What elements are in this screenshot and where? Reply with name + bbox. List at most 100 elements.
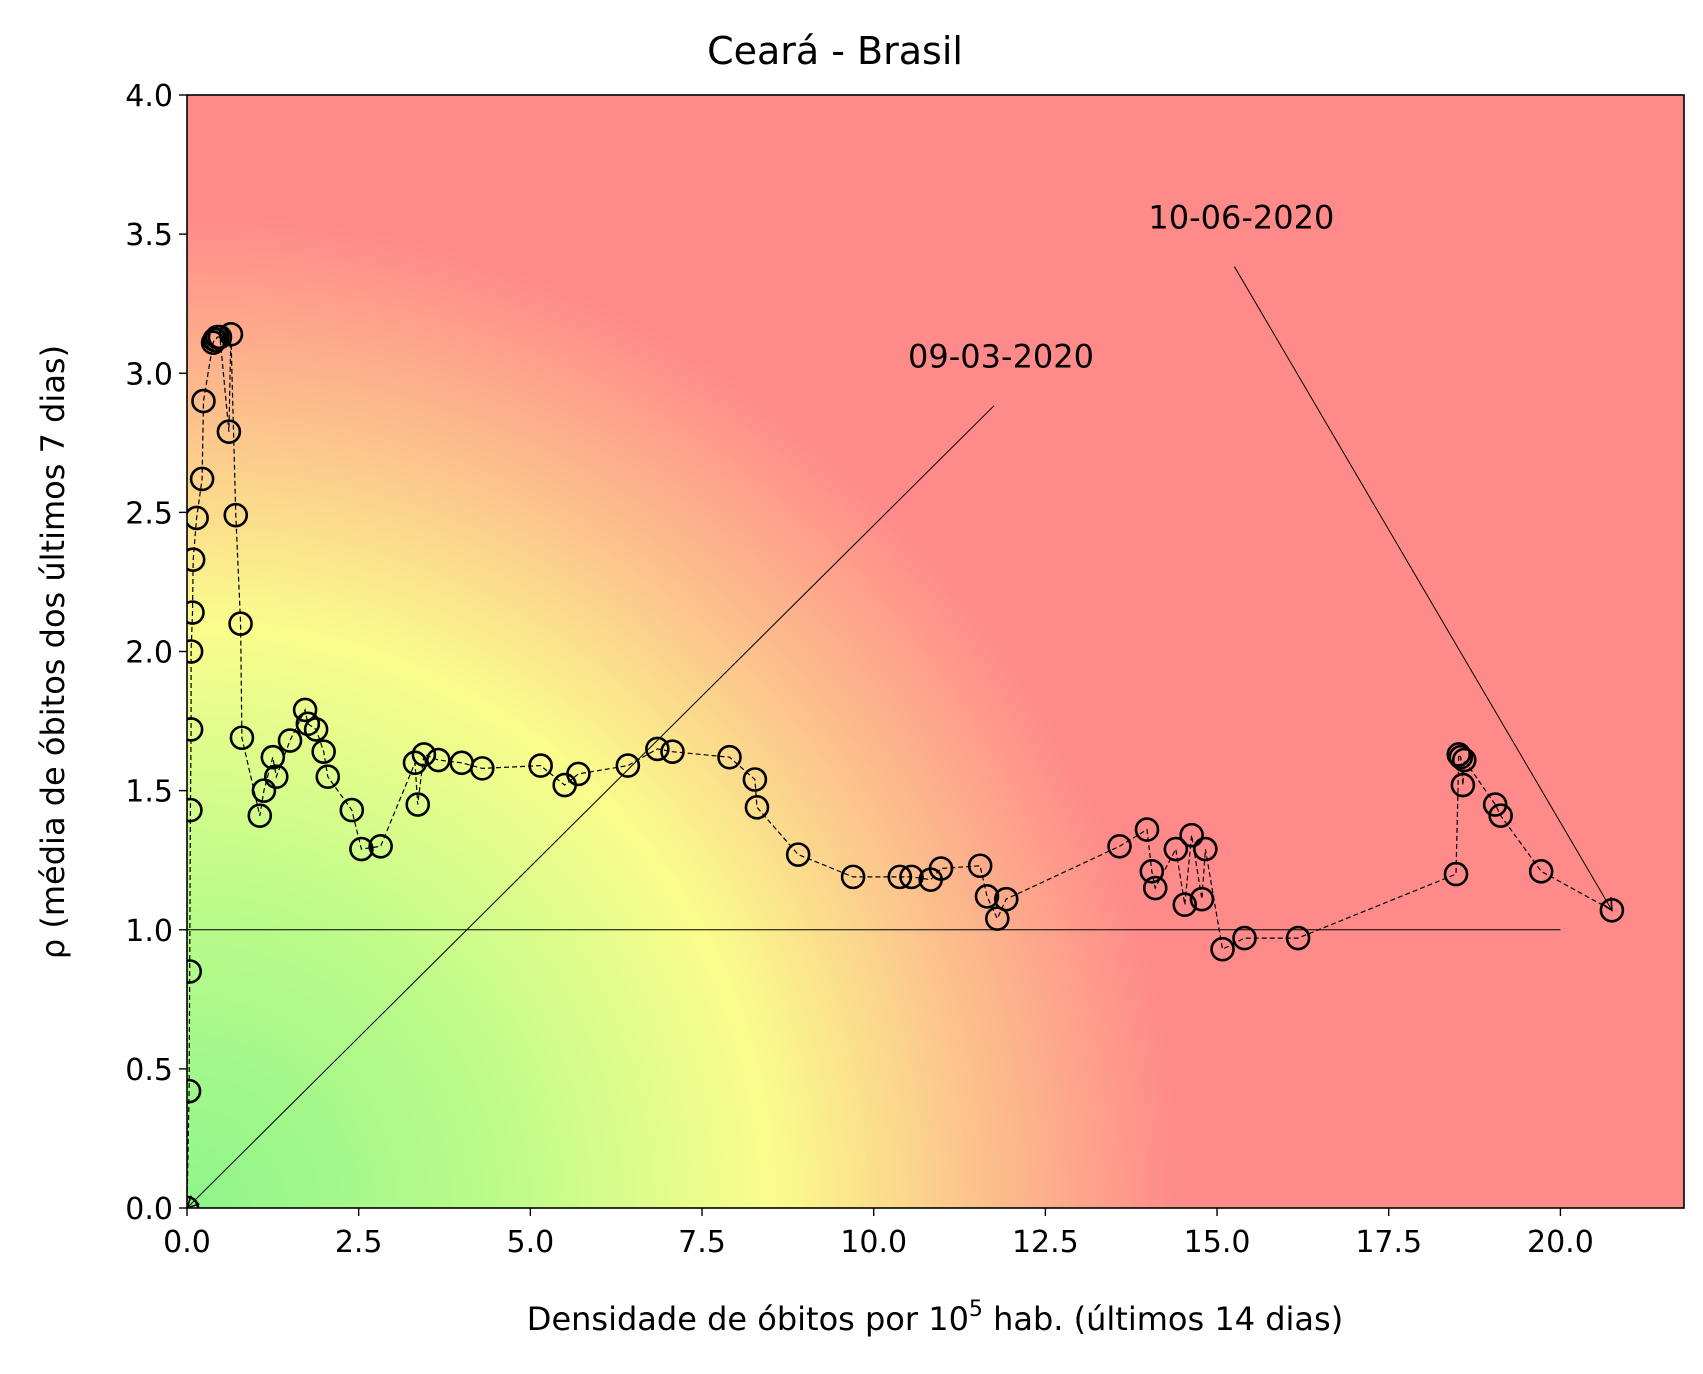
data-point: [1134, 817, 1160, 842]
annotation-label: 09-03-2020: [908, 338, 1094, 376]
y-tick-label: 0.5: [125, 1053, 173, 1088]
data-point: [1193, 836, 1218, 862]
data-point: [660, 739, 685, 764]
data-point: [1232, 925, 1257, 951]
data-point: [277, 728, 303, 753]
data-point: [1451, 747, 1477, 773]
data-point: [187, 717, 204, 742]
data-point: [187, 959, 203, 984]
data-point: [187, 1078, 202, 1104]
data-point: [251, 778, 277, 803]
data-point: [426, 747, 451, 773]
data-point: [1163, 836, 1189, 862]
x-tick-label: 7.5: [678, 1225, 726, 1260]
data-point: [411, 742, 437, 767]
data-point: [187, 797, 203, 823]
plot-area: [187, 321, 1625, 1208]
data-point: [928, 856, 954, 881]
y-tick-label: 3.0: [125, 357, 173, 392]
data-point: [1139, 859, 1165, 884]
y-tick-label: 2.5: [125, 496, 173, 531]
y-axis-label: ρ (média de óbitos dos últimos 7 dias): [34, 345, 72, 959]
data-point: [469, 756, 495, 781]
annotation-label: 10-06-2020: [1148, 199, 1334, 237]
data-point: [1443, 861, 1469, 887]
data-point: [218, 321, 244, 347]
data-point: [187, 639, 204, 664]
data-point: [528, 753, 553, 778]
data-point: [311, 739, 336, 764]
data-point: [303, 717, 329, 742]
data-point: [1528, 859, 1554, 884]
data-point: [840, 864, 866, 890]
data-point: [785, 842, 811, 867]
data-point: [974, 884, 1000, 909]
annotations: 09-03-2020 10-06-2020: [187, 199, 1612, 1208]
x-axis-label-sup: 5: [969, 1297, 983, 1322]
data-point: [887, 864, 913, 890]
y-tick-label: 1.5: [125, 775, 173, 810]
data-point: [1450, 772, 1476, 798]
data-point: [1488, 803, 1513, 828]
data-point: [187, 600, 205, 625]
x-tick-label: 2.5: [335, 1225, 383, 1260]
data-point: [1172, 892, 1198, 918]
data-point: [191, 388, 216, 414]
y-tick-label: 1.0: [125, 914, 173, 949]
data-point: [1446, 742, 1472, 767]
x-tick-label: 0.0: [163, 1225, 211, 1260]
data-point: [967, 853, 993, 879]
data-point: [1179, 822, 1204, 848]
data-point: [315, 764, 341, 790]
data-point: [717, 744, 742, 770]
y-tick-label: 3.5: [125, 218, 173, 253]
data-point: [207, 324, 233, 350]
x-tick-label: 5.0: [506, 1225, 554, 1260]
x-axis: 0.0 2.5 5.0 7.5 10.0 12.5 15.0 17.5 20.0: [163, 1208, 1594, 1260]
data-point: [1285, 925, 1311, 951]
y-tick-label: 4.0: [125, 79, 173, 114]
x-axis-label-rest: hab. (últimos 14 dias): [983, 1300, 1343, 1338]
data-point: [1142, 875, 1168, 901]
data-point: [223, 502, 249, 528]
chart-title: Ceará - Brasil: [707, 29, 963, 73]
data-point: [187, 547, 206, 572]
data-point: [229, 725, 255, 751]
data-point: [339, 797, 365, 823]
data-point: [1448, 744, 1474, 770]
data-point: [645, 736, 670, 762]
data-point: [187, 505, 209, 531]
data-point: [405, 792, 431, 817]
x-axis-label-main: Densidade de óbitos por 10: [527, 1300, 969, 1338]
annotation-arrow: [1233, 266, 1612, 911]
annotation-arrow: [187, 405, 995, 1208]
data-point: [566, 761, 591, 787]
data-point: [615, 753, 641, 778]
data-point: [1210, 936, 1235, 962]
x-tick-label: 17.5: [1355, 1225, 1422, 1260]
data-point: [189, 466, 215, 492]
x-axis-label: Densidade de óbitos por 105 hab. (último…: [527, 1297, 1343, 1338]
plot-background: [187, 95, 1684, 1208]
data-point: [263, 764, 289, 790]
data-point: [260, 744, 286, 770]
data-point: [985, 906, 1010, 931]
data-point: [1107, 833, 1132, 859]
y-tick-label: 0.0: [125, 1192, 173, 1227]
data-point: [1189, 886, 1215, 912]
data-point: [292, 697, 318, 723]
x-tick-label: 12.5: [1012, 1225, 1079, 1260]
y-axis: 0.0 0.5 1.0 1.5 2.0 2.5 3.0 3.5 4.0: [125, 79, 187, 1227]
data-point: [402, 750, 428, 776]
data-point: [1482, 792, 1508, 817]
x-tick-label: 20.0: [1527, 1225, 1594, 1260]
data-point: [742, 767, 768, 792]
x-tick-label: 15.0: [1184, 1225, 1251, 1260]
x-tick-label: 10.0: [840, 1225, 907, 1260]
data-point: [993, 886, 1019, 912]
y-tick-label: 2.0: [125, 636, 173, 671]
data-point: [744, 795, 770, 820]
data-point: [216, 419, 242, 444]
